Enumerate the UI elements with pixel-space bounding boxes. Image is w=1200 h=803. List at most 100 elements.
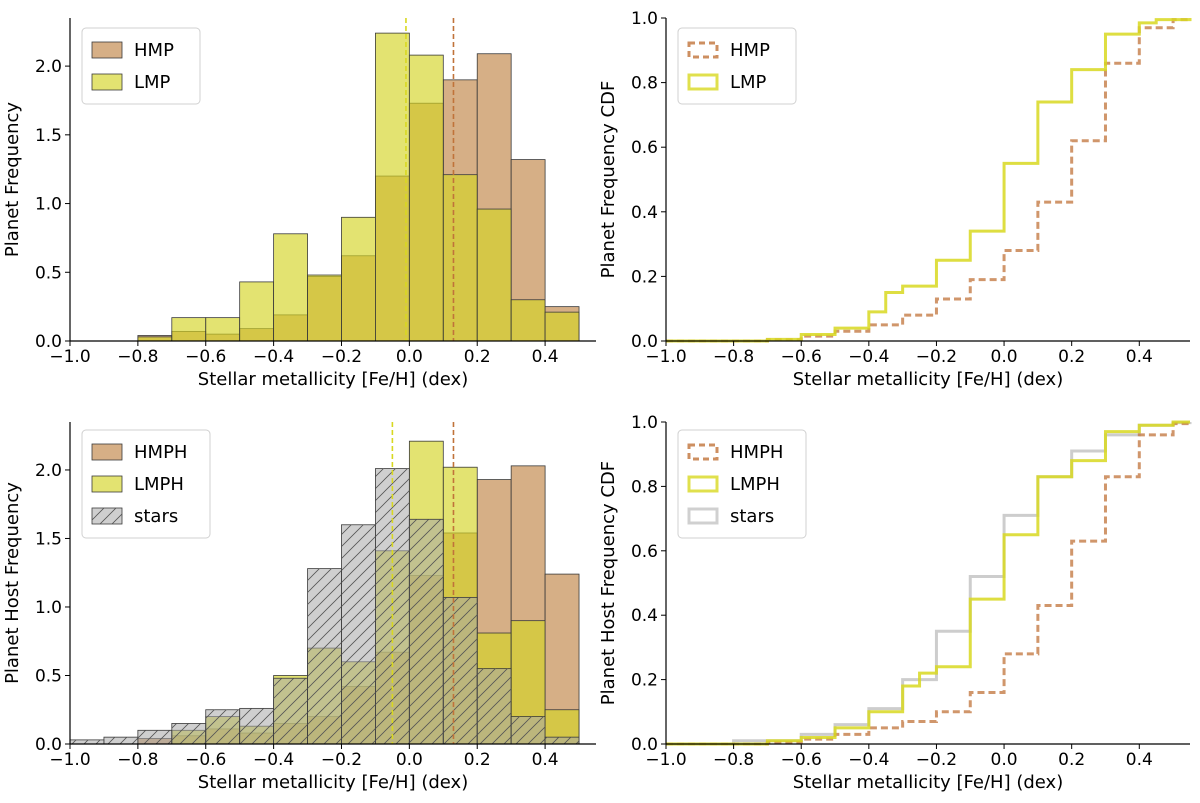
x-tick-label: 0.4 <box>1126 750 1153 770</box>
bar-hatch-10 <box>409 519 443 744</box>
x-tick-label: −0.2 <box>321 347 362 367</box>
bar-hatch-0 <box>70 740 104 744</box>
bar-hatch-13 <box>511 717 545 744</box>
legend-label-lmp: LMP <box>134 72 171 93</box>
bar-lmp-9 <box>443 175 477 341</box>
y-tick-label: 2.0 <box>35 57 62 77</box>
x-tick-label: 0.0 <box>991 347 1018 367</box>
y-tick-label: 0.2 <box>631 267 658 287</box>
legend-swatch-hmp <box>92 444 122 460</box>
bar-hatch-11 <box>443 597 477 744</box>
y-tick-label: 0.6 <box>631 542 658 562</box>
legend-swatch-lmp <box>92 74 122 90</box>
y-tick-label: 0.4 <box>631 606 658 626</box>
chart-tl: −1.0 −0.8 −0.6 −0.4 −0.2 0.0 0.2 0.4 0.0 0.5 1.0 1.… <box>2 18 596 390</box>
chart-bl: −1.0 −0.8 −0.6 −0.4 −0.2 0.0 0.2 0.4 0.0 0.5 1.0 1.… <box>2 422 596 793</box>
legend-label-lmp: LMPH <box>730 474 780 495</box>
legend: HMP LMP <box>678 28 796 104</box>
x-tick-label: −0.4 <box>253 750 294 770</box>
y-axis-label: Planet Frequency <box>2 102 23 257</box>
chart-tr: −1.0 −0.8 −0.6 −0.4 −0.2 0.0 0.2 0.40.00.20.40.… <box>598 9 1190 390</box>
y-tick-label: 0.8 <box>631 74 658 94</box>
legend-label-lmp: LMP <box>730 72 767 93</box>
legend-label-hmp: HMPH <box>730 442 783 463</box>
y-tick-label: 1.0 <box>35 598 62 618</box>
bar-hatch-4 <box>206 710 240 744</box>
x-tick-label: −0.6 <box>781 750 822 770</box>
bar-hatch-14 <box>545 737 579 744</box>
legend-label-lmp: LMPH <box>134 474 184 495</box>
x-tick-label: 0.0 <box>396 750 423 770</box>
chart-br: −1.0 −0.8 −0.6 −0.4 −0.2 0.0 0.2 0.4 0.0 0.2 0.4 0.… <box>598 413 1190 793</box>
x-tick-label: 0.2 <box>1058 347 1085 367</box>
x-tick-label: −0.6 <box>185 750 226 770</box>
bar-hatch-7 <box>308 569 342 744</box>
y-tick-label: 1.0 <box>631 9 658 29</box>
x-tick-label: −0.8 <box>713 347 754 367</box>
y-tick-label: 0.0 <box>35 735 62 755</box>
y-tick-label: 1.5 <box>35 126 62 146</box>
x-axis-label: Stellar metallicity [Fe/H] (dex) <box>198 772 468 793</box>
x-tick-label: −0.8 <box>117 750 158 770</box>
legend-label-hmp: HMP <box>730 40 770 61</box>
x-axis-label: Stellar metallicity [Fe/H] (dex) <box>198 369 468 390</box>
y-tick-label: 2.0 <box>35 461 62 481</box>
x-tick-label: −0.4 <box>848 750 889 770</box>
bar-hatch-2 <box>138 730 172 744</box>
bar-lmp-1 <box>172 318 206 341</box>
bar-hatch-8 <box>341 525 375 744</box>
y-tick-label: 0.5 <box>35 666 62 686</box>
y-tick-label: 1.0 <box>35 195 62 215</box>
x-axis-label: Stellar metallicity [Fe/H] (dex) <box>793 369 1063 390</box>
y-tick-label: 0.2 <box>631 671 658 691</box>
legend-swatch-hmp <box>92 42 122 58</box>
x-tick-label: −0.8 <box>117 347 158 367</box>
x-tick-label: −0.8 <box>713 750 754 770</box>
x-tick-label: 0.4 <box>1126 347 1153 367</box>
y-tick-label: 0.5 <box>35 263 62 283</box>
legend-label-hmp: HMPH <box>134 442 187 463</box>
bar-lmp-10 <box>477 209 511 341</box>
bar-lmp-7 <box>375 33 409 341</box>
y-axis-label: Planet Frequency CDF <box>598 81 619 279</box>
x-tick-label: 0.0 <box>991 750 1018 770</box>
legend: HMPH LMPH stars <box>82 430 210 538</box>
x-tick-label: −0.6 <box>781 347 822 367</box>
legend: HMP LMP <box>82 28 200 104</box>
figure: −1.0 −0.8 −0.6 −0.4 −0.2 0.0 0.2 0.40.00.51.01.… <box>0 0 1200 803</box>
x-tick-label: 0.2 <box>464 750 491 770</box>
x-tick-label: −0.2 <box>916 347 957 367</box>
legend-label-stars: stars <box>134 506 178 527</box>
bar-lmp-12 <box>545 312 579 341</box>
y-axis-label: Planet Host Frequency <box>2 482 23 684</box>
x-tick-label: 0.2 <box>464 347 491 367</box>
bar-hatch-1 <box>104 737 138 744</box>
x-tick-label: −0.2 <box>916 750 957 770</box>
legend-swatch-lmp <box>92 476 122 492</box>
plot-area <box>138 18 579 341</box>
bar-hatch-3 <box>172 723 206 744</box>
y-axis-label: Planet Host Frequency CDF <box>598 461 619 705</box>
x-tick-label: −0.6 <box>185 347 226 367</box>
y-tick-label: 1.5 <box>35 529 62 549</box>
bar-lmp-6 <box>341 217 375 341</box>
y-tick-label: 0.0 <box>631 735 658 755</box>
x-tick-label: −0.4 <box>848 347 889 367</box>
bar-lmp-2 <box>206 318 240 341</box>
bar-lmp-4 <box>274 234 308 341</box>
legend-hatch <box>92 508 122 524</box>
x-tick-label: 0.0 <box>396 347 423 367</box>
x-axis-label: Stellar metallicity [Fe/H] (dex) <box>793 772 1063 793</box>
y-tick-label: 1.0 <box>631 413 658 433</box>
x-tick-label: −0.2 <box>321 750 362 770</box>
x-tick-label: 0.4 <box>532 347 559 367</box>
bar-lmp-0 <box>138 337 172 341</box>
x-tick-label: −0.4 <box>253 347 294 367</box>
bar-lmp-3 <box>240 282 274 341</box>
legend: HMPH LMPH stars <box>678 430 806 538</box>
y-tick-label: 0.4 <box>631 203 658 223</box>
bar-hatch-6 <box>274 678 308 744</box>
y-tick-label: 0.0 <box>631 332 658 352</box>
bar-hatch-5 <box>240 708 274 744</box>
x-tick-label: 0.4 <box>532 750 559 770</box>
